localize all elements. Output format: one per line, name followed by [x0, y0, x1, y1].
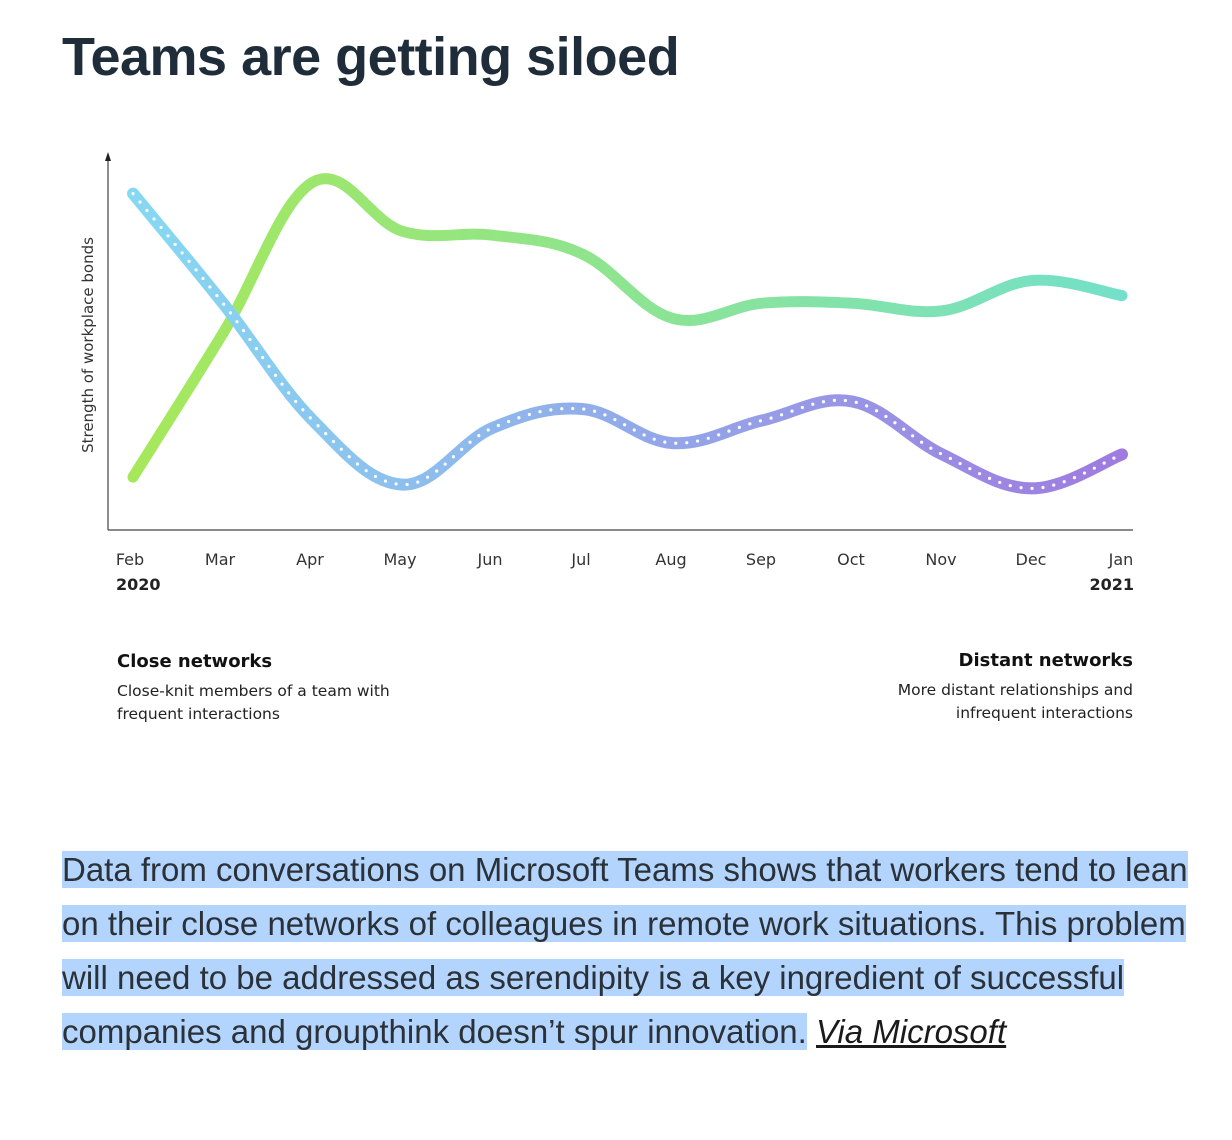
legend-desc-close-line-1: Close-knit members of a team with — [117, 682, 390, 700]
data-point-distant-aug — [670, 441, 674, 445]
data-point-close-jun — [491, 233, 495, 237]
data-point-distant-oct — [850, 399, 854, 403]
x-tick-dec: Dec — [1016, 550, 1047, 569]
via-microsoft-link[interactable]: Via Microsoft — [816, 1013, 1007, 1050]
data-point-distant-feb — [131, 192, 135, 196]
caption-text: Data from conversations on Microsoft Tea… — [62, 851, 1188, 1050]
y-axis-label: Strength of workplace bonds — [79, 237, 97, 453]
x-tick-aug: Aug — [655, 550, 686, 569]
data-point-close-may — [401, 229, 405, 233]
data-point-distant-jan — [1120, 452, 1124, 456]
chart: Strength of workplace bonds Feb Mar Apr May… — [79, 152, 1134, 723]
series-line-close-networks — [127, 173, 1128, 483]
legend-desc-distant-line-2: infrequent interactions — [956, 704, 1133, 722]
x-tick-mar: Mar — [205, 550, 236, 569]
x-tick-oct: Oct — [837, 550, 865, 569]
data-point-distant-dec — [1030, 486, 1034, 490]
data-point-distant-may — [401, 483, 405, 487]
data-point-close-mar — [221, 331, 225, 335]
data-point-distant-sep — [760, 418, 764, 422]
series-line-distant-networks — [127, 187, 1128, 495]
legend-desc-close-line-2: frequent interactions — [117, 705, 280, 723]
x-tick-apr: Apr — [296, 550, 324, 569]
legend-title-close-networks: Close networks — [117, 651, 272, 672]
data-point-close-dec — [1030, 279, 1034, 283]
x-tick-year-end: 2021 — [1089, 575, 1134, 594]
y-axis-arrow-icon — [105, 152, 111, 161]
data-point-close-nov — [940, 309, 944, 313]
data-point-close-jul — [581, 252, 585, 256]
x-tick-sep: Sep — [746, 550, 776, 569]
data-point-distant-mar — [221, 301, 225, 305]
series-line-distant-dots — [131, 192, 1124, 491]
data-point-close-jan — [1120, 294, 1124, 298]
x-tick-may: May — [383, 550, 416, 569]
data-point-close-apr — [311, 180, 315, 184]
data-point-close-aug — [670, 316, 674, 320]
caption-paragraph: Data from conversations on Microsoft Tea… — [62, 843, 1202, 1059]
data-point-close-feb — [131, 475, 135, 479]
data-point-close-sep — [760, 301, 764, 305]
page-title: Teams are getting siloed — [62, 27, 680, 87]
x-tick-jul: Jul — [570, 550, 590, 569]
data-point-distant-apr — [311, 418, 315, 422]
data-point-distant-jul — [581, 407, 585, 411]
x-tick-feb: Feb — [116, 550, 144, 569]
legend-desc-distant-line-1: More distant relationships and — [898, 681, 1133, 699]
data-point-distant-jun — [491, 426, 495, 430]
data-point-distant-nov — [940, 452, 944, 456]
x-tick-year-start: 2020 — [116, 575, 161, 594]
x-tick-jun: Jun — [477, 550, 503, 569]
x-tick-nov: Nov — [925, 550, 956, 569]
x-tick-jan: Jan — [1108, 550, 1134, 569]
data-point-close-oct — [850, 301, 854, 305]
legend-title-distant-networks: Distant networks — [959, 650, 1133, 671]
